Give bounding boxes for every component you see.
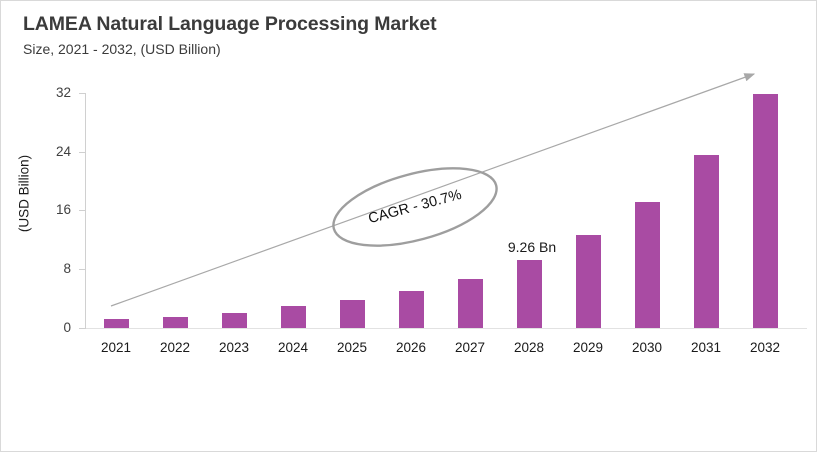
x-tick-label-2025: 2025 [336,340,368,355]
y-tick-label-16: 16 [55,202,71,217]
bar-2022[interactable] [163,316,188,328]
x-tick-label-2022: 2022 [159,340,191,355]
x-tick-label-2026: 2026 [395,340,427,355]
x-tick-label-2031: 2031 [690,340,722,355]
x-tick-label-2023: 2023 [218,340,250,355]
bar-2025[interactable] [340,300,365,328]
y-tick-label-0: 0 [63,320,71,335]
bar-value-label-2028: 9.26 Bn [507,239,557,255]
x-tick-label-2028: 2028 [513,340,545,355]
cagr-label: CAGR - 30.7% [366,186,464,228]
bar-2024[interactable] [281,305,306,328]
x-tick-label-2030: 2030 [631,340,663,355]
bar-2028[interactable] [517,260,542,328]
bar-2023[interactable] [222,313,247,328]
y-tick-label-8: 8 [63,261,71,276]
chart-title: LAMEA Natural Language Processing Market [23,13,437,35]
bar-2027[interactable] [458,278,483,328]
x-axis-line [85,328,807,329]
bar-2030[interactable] [635,202,660,328]
y-tick-mark [79,152,86,153]
y-tick-mark [79,210,86,211]
y-tick-label-32: 32 [55,85,71,100]
bar-2021[interactable] [104,319,129,328]
x-tick-label-2024: 2024 [277,340,309,355]
x-tick-label-2027: 2027 [454,340,486,355]
y-axis-line [85,93,86,329]
bar-2031[interactable] [694,155,719,328]
x-tick-label-2021: 2021 [100,340,132,355]
bar-2029[interactable] [576,235,601,328]
x-tick-label-2032: 2032 [749,340,781,355]
y-tick-label-24: 24 [55,144,71,159]
y-tick-mark [79,328,86,329]
bar-2032[interactable] [753,93,778,328]
y-tick-mark [79,93,86,94]
x-tick-label-2029: 2029 [572,340,604,355]
y-tick-mark [79,269,86,270]
chart-subtitle: Size, 2021 - 2032, (USD Billion) [23,41,221,57]
bar-2026[interactable] [399,290,424,328]
cagr-annotation: CAGR - 30.7% [329,170,501,244]
